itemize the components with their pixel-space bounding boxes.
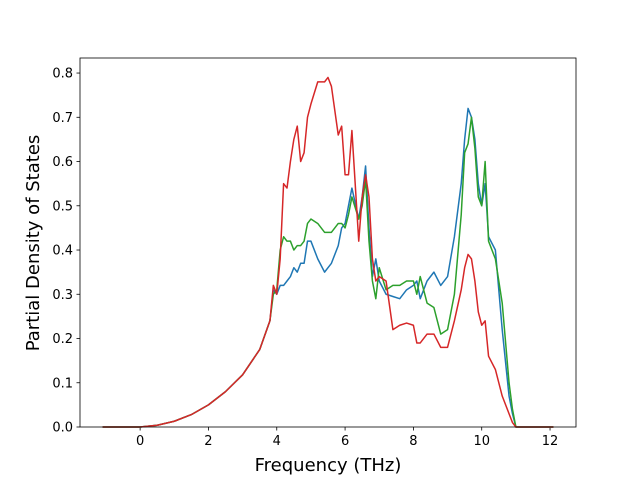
x-tick-label: 10 [473, 434, 490, 449]
series-line [102, 107, 554, 428]
series-line [102, 76, 554, 428]
x-tick-label: 2 [204, 434, 212, 449]
plot-frame [79, 57, 577, 428]
y-tick-label: 0.3 [52, 288, 73, 303]
y-tick-label: 0.1 [52, 376, 73, 391]
y-axis-label: Partial Density of States [23, 135, 44, 352]
x-tick-label: 6 [341, 434, 349, 449]
x-tick-label: 12 [542, 434, 559, 449]
x-tick-label: 4 [273, 434, 281, 449]
x-tick-label: 8 [409, 434, 417, 449]
x-axis-label: Frequency (THz) [255, 455, 402, 476]
x-tick-label: 0 [136, 434, 144, 449]
y-tick-label: 0.0 [52, 421, 73, 436]
y-tick-label: 0.4 [52, 244, 73, 259]
series-line [102, 116, 554, 428]
y-tick-label: 0.2 [52, 332, 73, 347]
y-tick-label: 0.6 [52, 155, 73, 170]
y-tick-label: 0.8 [52, 67, 73, 82]
y-tick-label: 0.7 [52, 111, 73, 126]
y-tick-label: 0.5 [52, 199, 73, 214]
